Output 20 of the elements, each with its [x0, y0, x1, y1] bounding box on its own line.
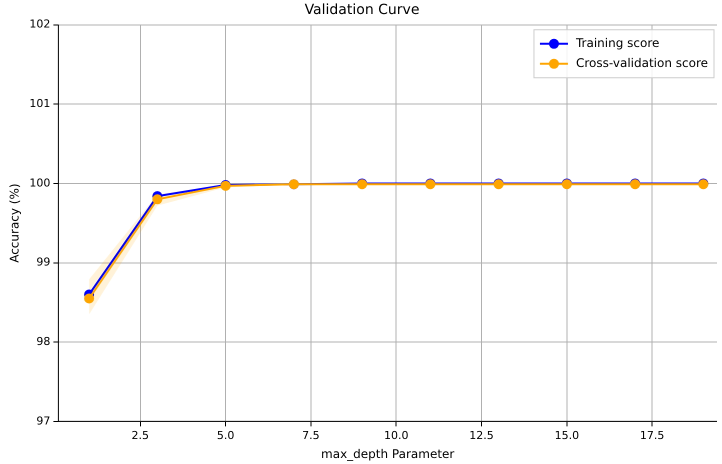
x-tick-label: 2.5 [132, 428, 150, 442]
y-axis-title: Accuracy (%) [7, 183, 22, 263]
y-tick-label: 100 [29, 176, 50, 190]
chart-title: Validation Curve [304, 2, 420, 18]
x-tick-label: 7.5 [302, 428, 320, 442]
x-tick-label: 17.5 [640, 428, 664, 442]
point [84, 293, 94, 304]
x-tick-label: 12.5 [469, 428, 494, 442]
y-tick-label: 98 [36, 334, 50, 348]
point [152, 194, 162, 204]
y-tick-label: 101 [29, 96, 50, 110]
legend-label: Training score [574, 36, 660, 50]
x-axis-title: max_depth Parameter [321, 446, 454, 461]
y-tick-label: 102 [29, 18, 50, 31]
x-tick-label: 15.0 [554, 428, 580, 442]
y-tick-label: 97 [36, 414, 50, 428]
x-tick-label: 5.0 [216, 428, 234, 442]
x-tick-label: 10.0 [384, 428, 408, 442]
y-tick-label: 99 [36, 256, 50, 269]
legend-label: Cross-validation score [576, 56, 708, 70]
